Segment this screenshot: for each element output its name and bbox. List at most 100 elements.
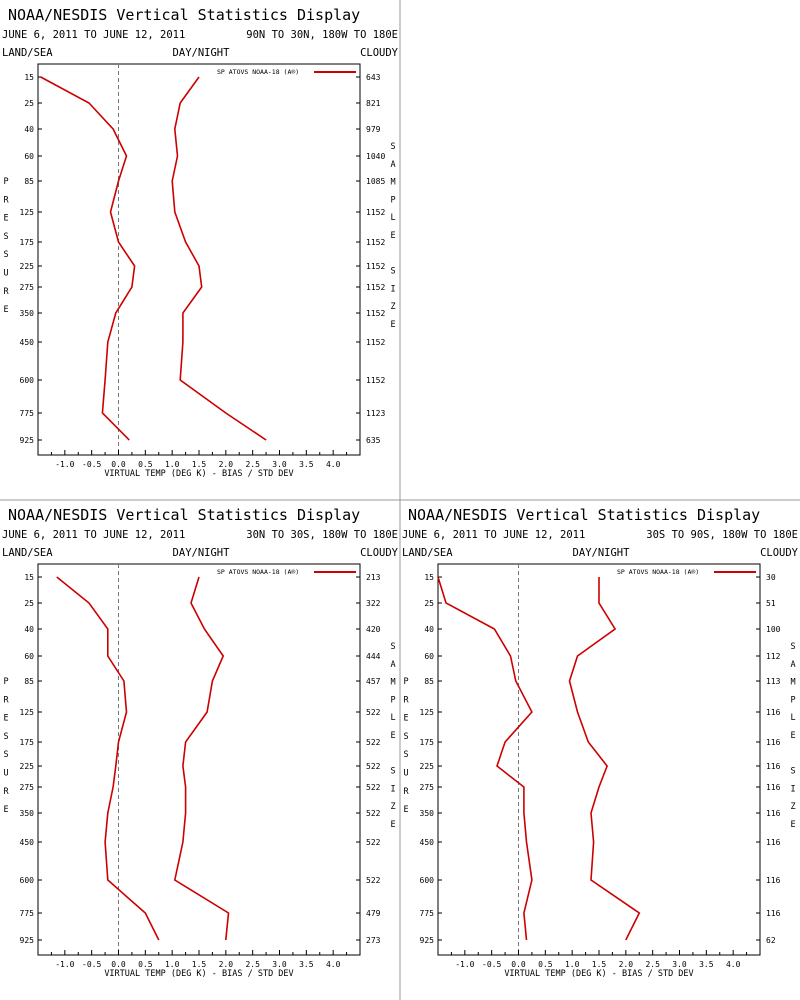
sample-size-label: 821 [366,99,381,108]
sample-size-axis-letter: E [390,820,395,830]
pressure-level-label: 450 [20,838,35,847]
plot-frame [37,563,361,956]
sample-size-label: 1085 [366,177,385,186]
sample-size-axis-letter: Z [390,802,395,812]
pressure-axis-letter: R [3,787,9,797]
cloudy-label: CLOUDY [360,47,399,59]
pressure-axis-letter: S [3,750,8,760]
panel-title: NOAA/NESDIS Vertical Statistics Display [8,506,360,524]
pressure-level-label: 350 [20,809,35,818]
pressure-level-label: 600 [420,876,435,885]
x-tick-label: 3.5 [299,960,314,969]
x-tick-label: 0.5 [138,460,153,469]
day-night-label: DAY/NIGHT [173,47,231,59]
pressure-axis-letter: R [403,695,409,705]
sample-size-label: 116 [766,738,781,747]
x-tick-label: -0.5 [82,460,101,469]
sample-size-label: 1152 [366,262,385,271]
pressure-axis-letter: E [3,305,8,315]
pressure-level-label: 15 [424,573,434,582]
pressure-axis-letter: U [403,769,408,779]
sample-size-axis-letter: P [790,695,795,705]
x-tick-label: 3.0 [272,460,287,469]
pressure-level-label: 60 [24,652,34,661]
sample-size-label: 522 [366,708,381,717]
sample-size-axis-letter: E [790,731,795,741]
pressure-level-label: 25 [24,99,34,108]
sample-size-label: 100 [766,625,781,634]
sample-size-label: 116 [766,876,781,885]
sample-size-label: 522 [366,809,381,818]
bias-series-line [40,76,136,441]
sample-size-label: 116 [766,708,781,717]
date-range: JUNE 6, 2011 TO JUNE 12, 2011 [2,29,185,41]
pressure-level-label: 450 [420,838,435,847]
x-tick-label: 2.5 [245,460,260,469]
sample-size-axis-letter: L [390,713,395,723]
sample-size-label: 479 [366,909,381,918]
x-tick-label: 3.5 [299,460,314,469]
sample-size-axis-letter: I [790,784,795,794]
pressure-level-label: 925 [420,936,435,945]
legend-label: SP ATOVS NOAA-18 (A®) [217,68,299,76]
bias-series-line [56,576,160,941]
plot-frame [37,63,361,456]
pressure-axis-letter: P [3,177,8,187]
sample-size-label: 322 [366,599,381,608]
x-tick-label: -1.0 [55,960,74,969]
x-tick-label: 3.0 [672,960,687,969]
pressure-axis-letter: E [3,805,8,815]
sample-size-label: 51 [766,599,776,608]
x-tick-label: -1.0 [55,460,74,469]
x-tick-label: 0.0 [111,460,126,469]
pressure-level-label: 775 [20,909,35,918]
sample-size-label: 273 [366,936,381,945]
day-night-label: DAY/NIGHT [573,547,631,559]
pressure-level-label: 275 [420,783,435,792]
sample-size-axis-letter: E [790,820,795,830]
pressure-axis-letter: P [403,677,408,687]
sample-size-axis-letter: P [390,695,395,705]
sample-size-label: 213 [366,573,381,582]
pressure-level-label: 60 [24,152,34,161]
pressure-axis-letter: R [403,787,409,797]
pressure-level-label: 600 [20,876,35,885]
sample-size-label: 1123 [366,409,385,418]
x-tick-label: -0.5 [482,960,501,969]
sample-size-label: 1152 [366,208,385,217]
x-tick-label: 2.5 [645,960,660,969]
legend-label: SP ATOVS NOAA-18 (A®) [617,568,699,576]
sample-size-label: 635 [366,436,381,445]
pressure-axis-letter: U [3,769,8,779]
sample-size-label: 522 [366,876,381,885]
pressure-level-label: 925 [20,436,35,445]
sample-size-label: 522 [366,738,381,747]
region-label: 30S TO 90S, 180W TO 180E [646,529,798,541]
panel-title: NOAA/NESDIS Vertical Statistics Display [408,506,760,524]
sample-size-axis-letter: S [790,767,795,777]
x-axis-label: VIRTUAL TEMP (DEG K) - BIAS / STD DEV [104,469,293,479]
x-tick-label: 3.5 [699,960,714,969]
stats-panel-3: NOAA/NESDIS Vertical Statistics Display J… [402,506,799,979]
sample-size-label: 116 [766,909,781,918]
x-tick-label: 2.0 [219,960,234,969]
x-tick-label: 1.5 [192,960,207,969]
region-label: 90N TO 30N, 180W TO 180E [246,29,398,41]
pressure-axis-letter: S [403,732,408,742]
pressure-level-label: 225 [20,262,35,271]
pressure-level-label: 350 [420,809,435,818]
pressure-axis-letter: E [3,214,8,224]
sample-size-label: 116 [766,783,781,792]
std-dev-series-line [568,577,641,941]
pressure-axis-letter: R [3,287,9,297]
x-tick-label: 0.5 [538,960,553,969]
pressure-axis-letter: S [403,750,408,760]
sample-size-axis-letter: S [390,767,395,777]
sample-size-label: 113 [766,677,781,686]
cloudy-label: CLOUDY [760,547,799,559]
pressure-level-label: 85 [24,177,34,186]
x-tick-label: -1.0 [455,960,474,969]
pressure-level-label: 775 [420,909,435,918]
pressure-level-label: 275 [20,783,35,792]
